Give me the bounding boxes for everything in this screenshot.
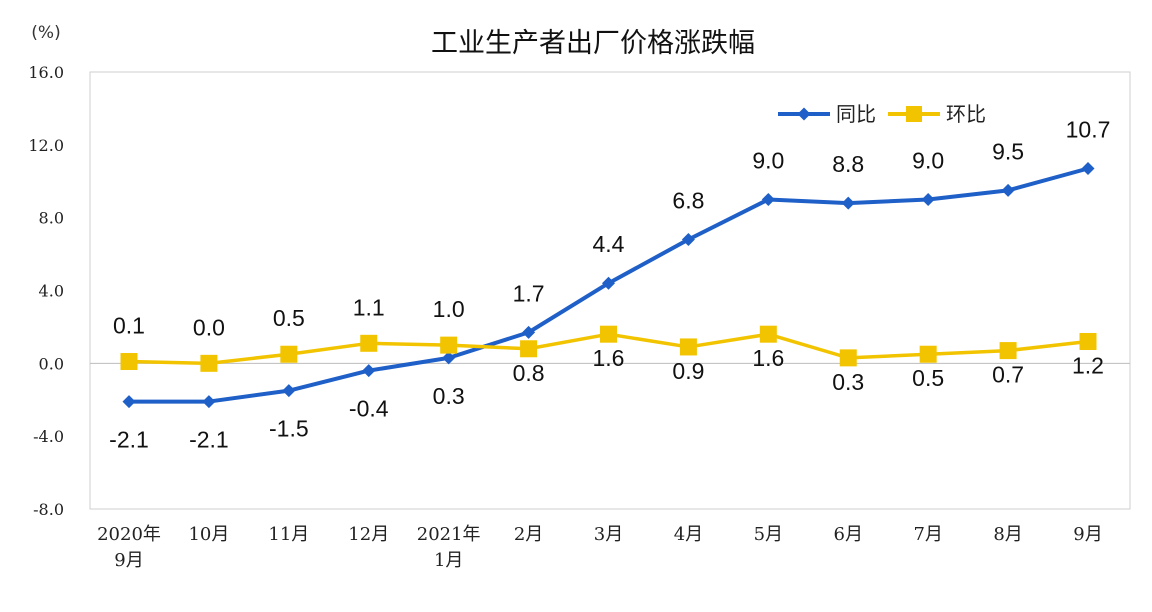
data-label-mom: 0.1 (113, 313, 145, 339)
data-point-mom (520, 340, 538, 358)
data-point-mom (1079, 332, 1097, 350)
data-point-yoy (841, 196, 855, 210)
data-point-mom (440, 336, 458, 354)
data-label-yoy: 10.7 (1066, 117, 1111, 143)
x-tick-label: 4月 (674, 524, 703, 545)
data-label-mom: 0.7 (992, 362, 1024, 388)
y-tick-label: 0.0 (39, 354, 64, 373)
data-label-mom: 1.6 (752, 345, 784, 371)
data-point-yoy (921, 192, 935, 206)
data-label-yoy: 9.0 (752, 147, 784, 173)
plot-border (89, 71, 1131, 510)
data-label-mom: 0.0 (193, 314, 225, 340)
data-point-mom (200, 354, 218, 372)
x-tick-label: 1月 (434, 550, 463, 571)
y-tick-label: 8.0 (39, 209, 64, 228)
x-tick-label: 11月 (268, 524, 309, 545)
x-tick-label: 2020年 (97, 524, 161, 545)
data-label-yoy: -2.1 (189, 427, 229, 453)
data-label-yoy: 0.3 (433, 383, 465, 409)
data-label-yoy: -0.4 (349, 396, 389, 422)
y-tick-label: -4.0 (33, 427, 64, 446)
data-label-mom: 0.3 (832, 369, 864, 395)
data-label-yoy: 4.4 (593, 231, 625, 257)
data-label-mom: 1.6 (593, 345, 625, 371)
data-label-yoy: -1.5 (269, 416, 309, 442)
data-point-mom (919, 345, 937, 363)
x-tick-label: 10月 (188, 524, 229, 545)
x-tick-label: 9月 (114, 550, 143, 571)
data-point-mom (280, 345, 298, 363)
data-point-mom (999, 342, 1017, 360)
data-point-yoy (1001, 183, 1015, 197)
data-point-yoy (442, 351, 456, 365)
y-tick-label: 12.0 (28, 136, 64, 155)
y-tick-label: -8.0 (33, 500, 64, 519)
data-label-mom: 0.5 (273, 305, 305, 331)
data-point-yoy (761, 192, 775, 206)
x-tick-label: 9月 (1073, 524, 1102, 545)
data-point-yoy (1081, 162, 1095, 176)
x-tick-label: 3月 (594, 524, 623, 545)
data-label-yoy: -2.1 (109, 427, 149, 453)
chart-title: 工业生产者出厂价格涨跌幅 (431, 28, 755, 59)
data-point-yoy (282, 384, 296, 398)
data-point-yoy (522, 325, 536, 339)
data-point-mom (120, 353, 138, 371)
data-point-mom (679, 338, 697, 356)
unit-label: (%) (31, 23, 60, 43)
data-label-mom: 0.9 (672, 358, 704, 384)
plot-area: 16.0 12.0 8.0 4.0 0.0 -4.0 -8.0 2020年 9月 10月 11月 12… (28, 63, 1131, 571)
data-point-yoy (202, 395, 216, 409)
data-label-mom: 1.1 (353, 294, 385, 320)
data-point-mom (360, 334, 378, 352)
x-tick-label: 6月 (834, 524, 863, 545)
y-tick-label: 4.0 (39, 282, 64, 301)
x-tick-label: 2021年 (417, 524, 481, 545)
legend-label-yoy: 同比 (836, 102, 876, 126)
data-point-yoy (602, 276, 615, 290)
data-label-mom: 0.5 (912, 365, 944, 391)
x-tick-label: 8月 (993, 524, 1022, 545)
legend-marker-yoy (797, 107, 811, 121)
data-point-mom (600, 325, 617, 343)
data-label-mom: 0.8 (513, 360, 545, 386)
data-label-yoy: 9.5 (992, 138, 1024, 164)
data-point-yoy (122, 395, 136, 409)
data-point-mom (839, 349, 857, 367)
x-tick-label: 12月 (348, 524, 389, 545)
data-label-mom: 1.0 (433, 296, 465, 322)
data-label-yoy: 1.7 (513, 280, 545, 306)
data-label-yoy: 8.8 (832, 151, 864, 177)
x-tick-label: 7月 (913, 524, 942, 545)
y-tick-label: 16.0 (28, 63, 64, 82)
data-point-yoy (681, 233, 695, 247)
legend-marker-mom (906, 106, 922, 122)
x-tick-label: 5月 (754, 524, 783, 545)
data-label-yoy: 6.8 (672, 188, 704, 214)
x-tick-label: 2月 (514, 524, 543, 545)
data-point-yoy (362, 364, 376, 378)
data-label-mom: 1.2 (1072, 352, 1104, 378)
data-label-yoy: 9.0 (912, 147, 944, 173)
legend-label-mom: 环比 (946, 102, 986, 126)
data-point-mom (759, 325, 777, 343)
